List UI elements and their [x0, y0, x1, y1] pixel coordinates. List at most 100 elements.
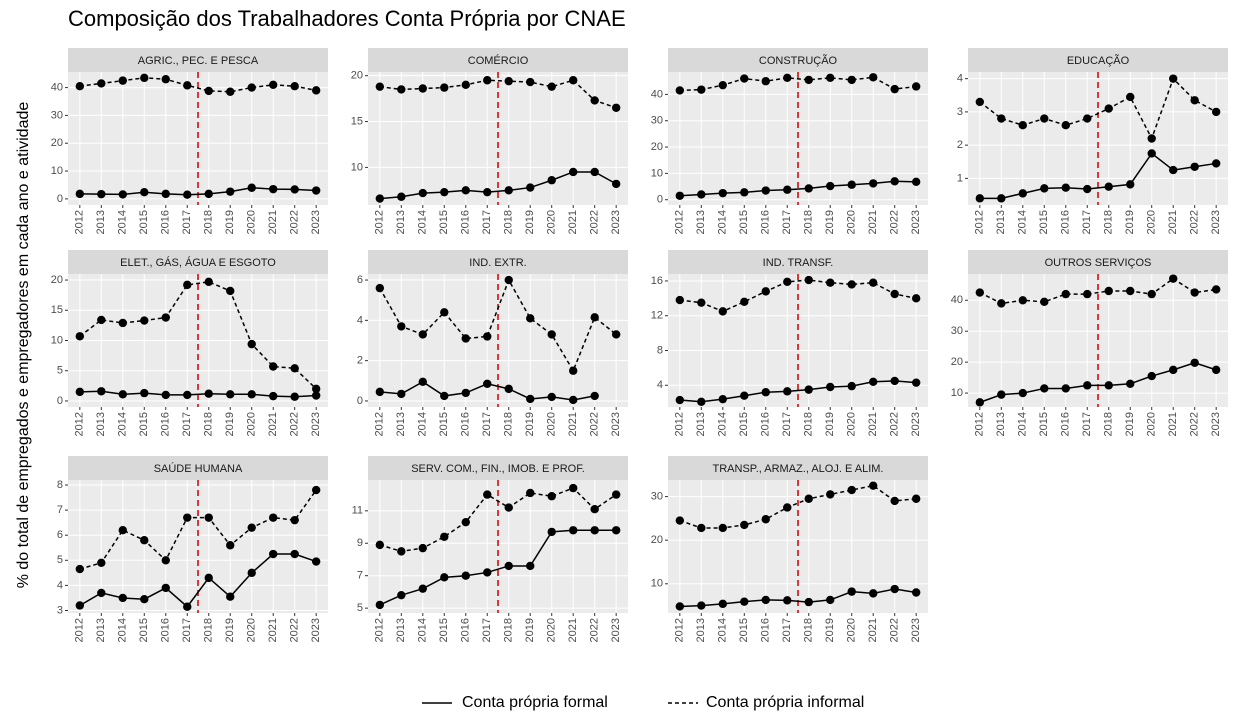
data-point [269, 184, 278, 194]
data-point [1169, 274, 1178, 283]
data-point [1126, 379, 1135, 389]
data-point [675, 295, 685, 305]
data-point [226, 286, 235, 296]
data-point [504, 561, 513, 571]
data-point [118, 390, 127, 399]
data-point [311, 186, 321, 195]
x-tick-label: 2015 [738, 210, 750, 234]
data-point [547, 392, 556, 402]
data-point [461, 186, 470, 195]
data-point [804, 275, 813, 285]
x-tick-label: 2022 [1189, 412, 1201, 436]
data-point [290, 392, 299, 401]
data-point [847, 587, 856, 596]
data-point [75, 189, 85, 199]
x-tick-label: 2022 [289, 618, 301, 642]
y-tick-label: 8 [57, 479, 63, 491]
data-point [804, 385, 813, 394]
y-tick-label: 5 [357, 602, 363, 614]
x-tick-label: 2017 [1081, 412, 1093, 436]
x-tick-label: 2013 [695, 618, 707, 642]
data-point [226, 187, 235, 196]
data-point [75, 601, 85, 610]
data-point [526, 183, 535, 192]
data-point [1190, 96, 1199, 105]
x-tick-label: 2019 [224, 412, 236, 436]
data-point [118, 76, 127, 85]
data-point [1104, 182, 1113, 191]
data-point [718, 599, 727, 609]
data-point [826, 73, 835, 82]
x-tick-label: 2021 [1167, 210, 1179, 234]
data-point [226, 87, 235, 96]
data-point [440, 532, 449, 541]
data-point [911, 82, 921, 91]
data-point [97, 588, 106, 598]
data-point [226, 541, 235, 550]
data-point [890, 584, 899, 594]
x-tick-label: 2014 [717, 210, 729, 234]
y-tick-label: 2 [357, 355, 363, 367]
data-point [311, 391, 321, 400]
data-point [997, 299, 1006, 308]
data-point [547, 330, 556, 339]
y-tick-label: 6 [57, 529, 63, 541]
x-tick-label: 2022 [589, 210, 601, 234]
data-point [397, 322, 406, 331]
data-point [569, 366, 578, 375]
data-point [1018, 121, 1027, 130]
data-point [440, 187, 449, 197]
x-tick-label: 2014 [417, 618, 429, 642]
data-point [611, 526, 621, 535]
x-tick-label: 2022 [1189, 210, 1201, 234]
x-tick-label: 2018 [203, 412, 215, 436]
data-point [590, 96, 599, 105]
y-tick-label: 6 [357, 274, 363, 286]
x-tick-label: 2021 [567, 210, 579, 234]
x-tick-label: 2013 [995, 412, 1007, 436]
x-tick-label: 2012 [374, 618, 386, 642]
data-point [375, 82, 385, 91]
data-point [783, 387, 792, 396]
y-tick-label: 20 [951, 356, 963, 368]
data-point [440, 83, 449, 92]
y-tick-label: 40 [951, 294, 963, 306]
x-tick-label: 2019 [1124, 412, 1136, 436]
x-tick-label: 2017 [481, 618, 493, 642]
x-tick-label: 2020 [246, 618, 258, 642]
data-point [440, 308, 449, 317]
x-tick-label: 2016 [460, 618, 472, 642]
x-tick-label: 2023 [310, 618, 322, 642]
data-point [847, 180, 856, 189]
y-tick-label: 9 [357, 537, 363, 549]
x-tick-label: 2021 [867, 412, 879, 436]
y-tick-label: 30 [651, 115, 663, 127]
x-tick-label: 2014 [417, 210, 429, 234]
x-tick-label: 2018 [803, 210, 815, 234]
data-point [590, 504, 599, 514]
data-point [697, 190, 706, 199]
x-tick-label: 2014 [417, 412, 429, 436]
data-point [140, 536, 149, 545]
data-point [590, 391, 599, 401]
data-point [290, 364, 299, 373]
data-point [161, 189, 170, 199]
y-tick-label: 20 [651, 534, 663, 546]
data-point [697, 85, 706, 94]
data-point [740, 520, 749, 530]
x-tick-label: 2016 [760, 412, 772, 436]
x-tick-label: 2023 [1210, 210, 1222, 234]
data-point [869, 481, 878, 490]
data-point [290, 549, 299, 559]
x-tick-label: 2020 [846, 210, 858, 234]
x-tick-label: 2017 [481, 412, 493, 436]
y-tick-label: 10 [351, 161, 363, 173]
data-point [675, 516, 685, 525]
x-tick-label: 2017 [481, 210, 493, 234]
chart-title: Composição dos Trabalhadores Conta Própr… [68, 6, 626, 31]
data-point [140, 388, 149, 398]
data-point [783, 73, 792, 82]
data-point [375, 194, 385, 203]
data-point [1083, 114, 1092, 123]
data-point [1147, 371, 1156, 381]
